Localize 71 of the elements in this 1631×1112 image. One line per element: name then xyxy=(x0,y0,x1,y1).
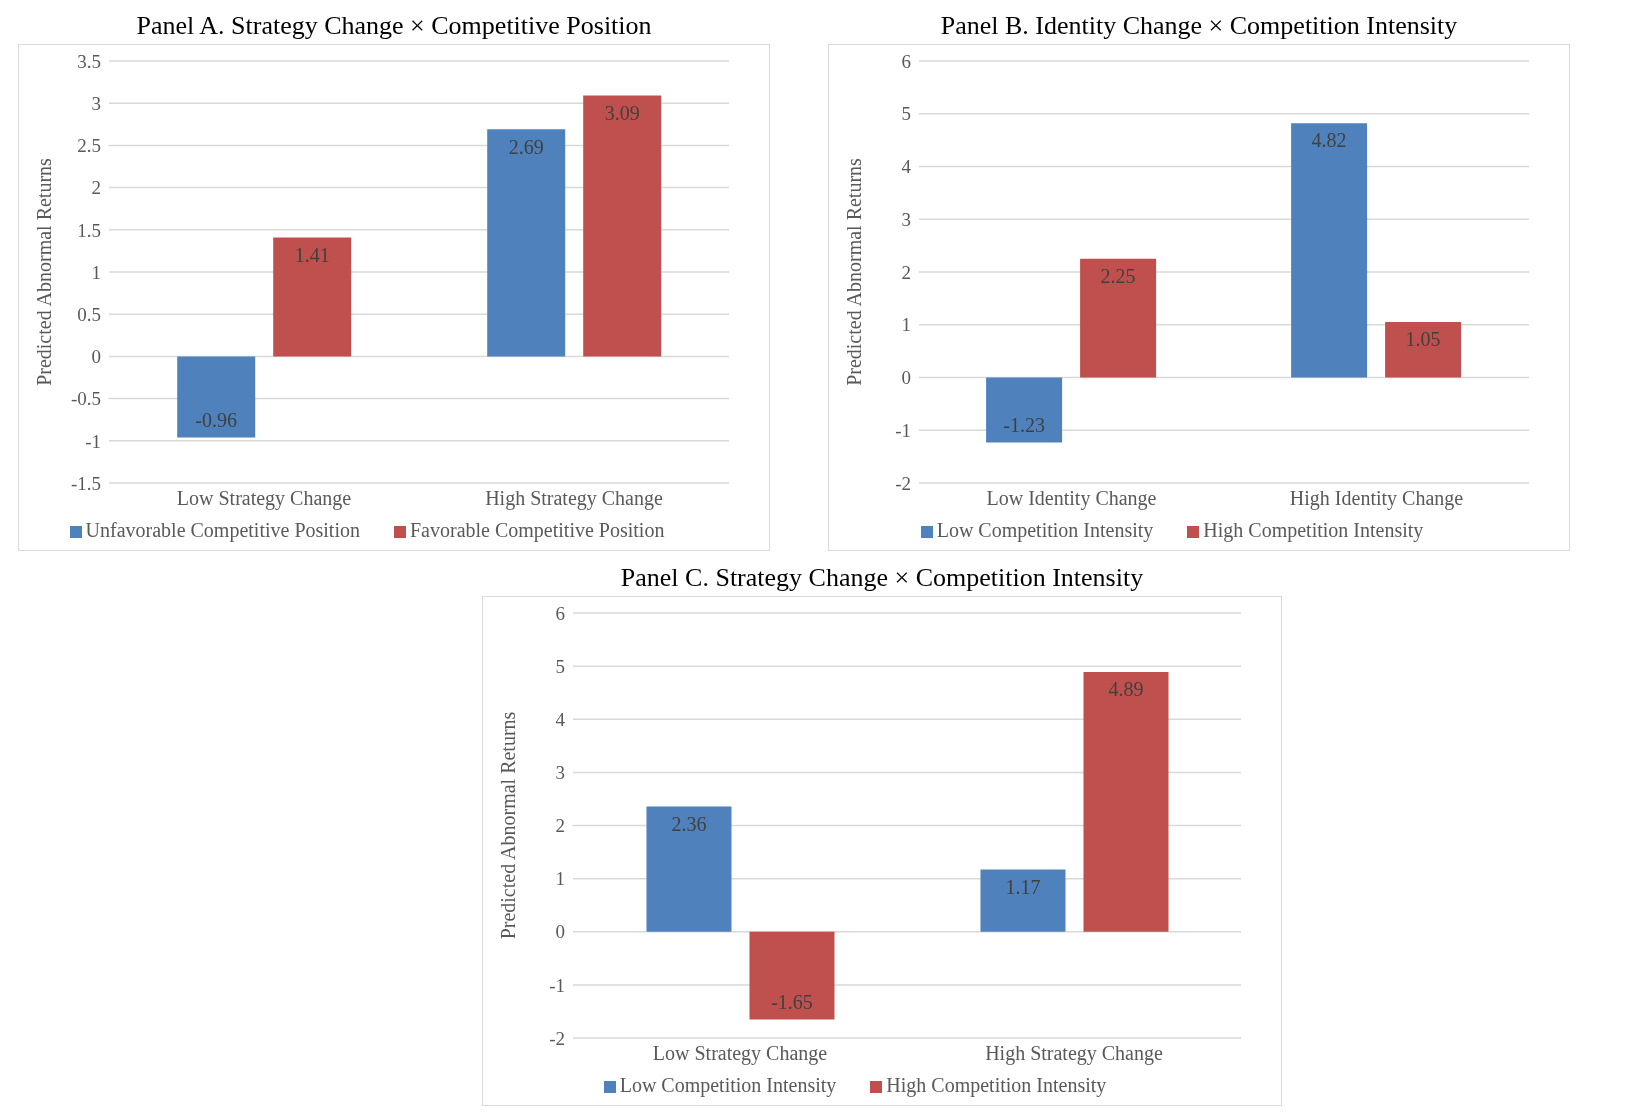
data-label: 2.25 xyxy=(1100,265,1136,288)
legend-label: High Competition Intensity xyxy=(1203,519,1424,541)
y-tick-label: 0 xyxy=(901,367,911,389)
y-tick-label: 5 xyxy=(901,103,911,125)
bar xyxy=(980,869,1066,932)
y-tick-label: -1 xyxy=(895,419,911,441)
y-tick-label: -1.5 xyxy=(70,472,101,494)
y-tick-label: 0.5 xyxy=(77,303,101,325)
data-label: -1.65 xyxy=(771,991,813,1014)
y-tick-label: 2 xyxy=(901,261,911,283)
x-tick-label: High Strategy Change xyxy=(485,487,663,511)
chart-title: Panel C. Strategy Change × Competition Intensity xyxy=(619,562,1145,594)
y-tick-label: -1 xyxy=(85,430,101,452)
data-label: 2.69 xyxy=(508,135,544,158)
y-tick-label: 6 xyxy=(901,50,911,72)
data-label: -0.96 xyxy=(195,409,238,432)
legend-label: Low Competition Intensity xyxy=(619,1074,837,1096)
legend-label: Favorable Competitive Position xyxy=(409,519,665,541)
y-tick-label: 1 xyxy=(901,314,911,336)
data-label: -1.23 xyxy=(1003,414,1045,437)
legend-label: Low Competition Intensity xyxy=(936,519,1154,541)
y-tick-label: -2 xyxy=(549,1027,565,1049)
data-label: 3.09 xyxy=(604,101,640,124)
y-tick-label: 2 xyxy=(555,815,565,837)
bar xyxy=(749,931,835,1020)
bar xyxy=(583,95,662,357)
y-tick-label: 6 xyxy=(555,602,565,624)
y-axis-title: Predicted Abnormal Returns xyxy=(497,711,520,940)
data-label: 4.89 xyxy=(1108,678,1144,701)
y-tick-label: 2 xyxy=(91,177,101,199)
y-tick-label: 4 xyxy=(901,156,912,178)
legend-label: High Competition Intensity xyxy=(886,1074,1107,1096)
x-tick-label: High Identity Change xyxy=(1289,487,1464,511)
bar xyxy=(1083,671,1169,932)
chart-title: Panel B. Identity Change × Competition Intensity xyxy=(939,10,1459,42)
y-tick-label: -2 xyxy=(895,472,911,494)
x-tick-label: High Strategy Change xyxy=(985,1042,1163,1066)
data-label: 1.17 xyxy=(1005,875,1041,898)
y-tick-label: 5 xyxy=(555,655,565,677)
data-label: 4.82 xyxy=(1311,129,1347,152)
y-axis-title: Predicted Abnormal Returns xyxy=(843,157,866,386)
data-label: 1.41 xyxy=(294,243,330,266)
y-tick-label: 1 xyxy=(555,868,565,890)
x-tick-label: Low Strategy Change xyxy=(176,487,352,511)
legend-label: Unfavorable Competitive Position xyxy=(85,519,360,541)
y-tick-label: 0 xyxy=(555,921,565,943)
bar xyxy=(177,356,256,438)
bar xyxy=(487,129,566,357)
y-tick-label: 1 xyxy=(91,261,101,283)
y-tick-label: 3 xyxy=(901,208,911,230)
x-tick-label: Low Identity Change xyxy=(986,487,1157,511)
y-tick-label: 2.5 xyxy=(77,135,101,157)
y-axis-title: Predicted Abnormal Returns xyxy=(33,157,56,386)
y-tick-label: 3.5 xyxy=(77,50,101,72)
data-label: 1.05 xyxy=(1405,328,1441,351)
x-tick-label: Low Strategy Change xyxy=(652,1042,828,1066)
bar xyxy=(1080,258,1157,378)
data-label: 2.36 xyxy=(671,812,707,835)
y-tick-label: 1.5 xyxy=(77,219,101,241)
y-tick-label: -1 xyxy=(549,974,565,996)
chart-title: Panel A. Strategy Change × Competitive Position xyxy=(135,10,653,42)
y-tick-label: 3 xyxy=(91,92,101,114)
y-tick-label: -0.5 xyxy=(70,388,101,410)
y-tick-label: 3 xyxy=(555,762,565,784)
y-tick-label: 4 xyxy=(555,708,566,730)
bar xyxy=(273,237,352,357)
bar xyxy=(986,377,1063,443)
bar xyxy=(1291,123,1368,378)
bar xyxy=(646,806,732,932)
y-tick-label: 0 xyxy=(91,346,101,368)
bar xyxy=(1385,322,1462,378)
